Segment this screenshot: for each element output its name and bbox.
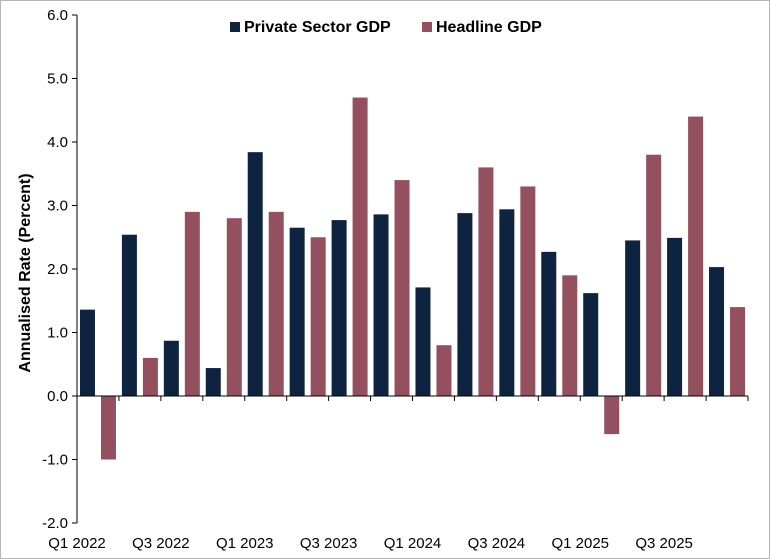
bar-private-sector-gdp [163, 340, 179, 396]
bar-headline-gdp [478, 167, 494, 396]
bar-private-sector-gdp [583, 293, 599, 396]
bar-private-sector-gdp [331, 220, 347, 396]
bar-private-sector-gdp [373, 214, 389, 396]
bar-headline-gdp [184, 211, 200, 396]
bar-private-sector-gdp [79, 309, 95, 396]
bar-headline-gdp [310, 237, 326, 396]
y-tick-label: 2.0 [47, 261, 68, 278]
bar-private-sector-gdp [667, 237, 683, 396]
legend-label-private-sector-gdp: Private Sector GDP [244, 19, 391, 36]
x-tick-label: Q1 2025 [551, 535, 609, 552]
legend-swatch-headline-gdp [422, 22, 432, 32]
bar-private-sector-gdp [499, 209, 515, 396]
bar-private-sector-gdp [625, 240, 641, 396]
legend-label-headline-gdp: Headline GDP [436, 19, 542, 36]
bar-headline-gdp [268, 211, 284, 396]
x-tick-label: Q1 2022 [48, 535, 106, 552]
legend: Private Sector GDP Headline GDP [230, 19, 542, 36]
y-tick-label: -1.0 [42, 452, 68, 469]
y-tick-label: 1.0 [47, 325, 68, 342]
legend-swatch-private-sector-gdp [230, 22, 240, 32]
bar-private-sector-gdp [457, 213, 473, 396]
bar-private-sector-gdp [415, 287, 431, 396]
bar-headline-gdp [394, 180, 410, 396]
bar-headline-gdp [100, 396, 116, 460]
bar-private-sector-gdp [121, 234, 137, 396]
bar-private-sector-gdp [205, 368, 221, 396]
x-tick-label: Q3 2023 [300, 535, 358, 552]
x-tick-label: Q3 2024 [468, 535, 526, 552]
x-axis-ticks: Q1 2022 Q3 2022 Q1 2023 Q3 2023 Q1 2024 Q3 20… [48, 396, 749, 552]
x-tick-label: Q1 2023 [216, 535, 274, 552]
bar-private-sector-gdp [541, 251, 557, 396]
y-tick-label: 0.0 [47, 388, 68, 405]
bar-headline-gdp [436, 345, 452, 396]
bar-headline-gdp [688, 116, 704, 396]
bar-private-sector-gdp [247, 152, 263, 396]
bar-headline-gdp [352, 97, 368, 397]
y-tick-label: 3.0 [47, 198, 68, 215]
bar-headline-gdp [142, 357, 158, 396]
bar-headline-gdp [646, 154, 662, 396]
bar-private-sector-gdp [709, 267, 725, 396]
bar-headline-gdp [604, 396, 620, 435]
bar-headline-gdp [226, 218, 242, 396]
bar-headline-gdp [520, 186, 536, 396]
x-tick-label: Q3 2022 [132, 535, 190, 552]
y-axis-label: Annualised Rate (Percent) [17, 173, 34, 372]
bar-headline-gdp [730, 307, 746, 396]
y-axis-ticks: 6.0 5.0 4.0 3.0 2.0 1.0 0.0 -1.0 -2.0 [42, 7, 77, 532]
x-tick-label: Q1 2024 [384, 535, 442, 552]
bars-layer [79, 97, 746, 460]
bar-private-sector-gdp [289, 227, 305, 396]
y-tick-label: 4.0 [47, 134, 68, 151]
y-tick-label: 5.0 [47, 71, 68, 88]
x-tick-label: Q3 2025 [635, 535, 693, 552]
y-tick-label: 6.0 [47, 7, 68, 24]
bar-headline-gdp [562, 275, 578, 396]
y-tick-label: -2.0 [42, 515, 68, 532]
